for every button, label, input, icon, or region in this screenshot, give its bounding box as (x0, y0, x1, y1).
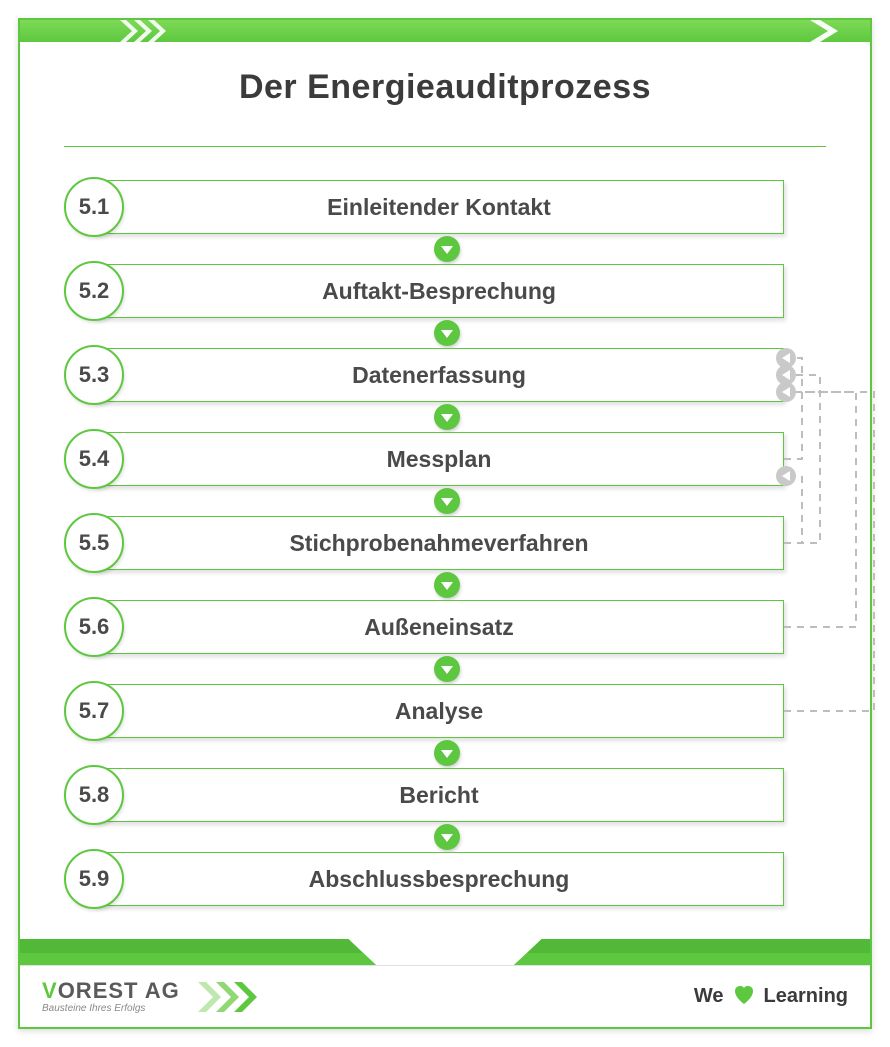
arrow-down-icon (434, 656, 460, 682)
step-label: Einleitender Kontakt (327, 194, 551, 221)
step-box: Datenerfassung (94, 348, 784, 402)
step-box: Einleitender Kontakt (94, 180, 784, 234)
arrow-down-icon (434, 404, 460, 430)
step-label: Abschlussbesprechung (309, 866, 570, 893)
heart-icon (732, 983, 756, 1011)
step-box: Abschlussbesprechung (94, 852, 784, 906)
step-label: Bericht (399, 782, 478, 809)
step-box: Messplan (94, 432, 784, 486)
step-label: Messplan (387, 446, 492, 473)
feedback-path (784, 476, 802, 543)
logo-tagline: Bausteine Ihres Erfolgs (42, 1004, 180, 1014)
step-number: 5.1 (64, 177, 124, 237)
logo-rest: OREST AG (58, 978, 180, 1003)
bottom-accent-banner (20, 931, 870, 967)
arrow-down-icon (434, 236, 460, 262)
tagline-learning: Learning (764, 985, 848, 1008)
top-accent-bar (20, 20, 870, 42)
step-box: Bericht (94, 768, 784, 822)
footer: VOREST AG Bausteine Ihres Erfolgs We Lea… (20, 965, 870, 1027)
content-frame: Der Energieauditprozess Einleitender Kon… (18, 18, 872, 1029)
step-box: Analyse (94, 684, 784, 738)
step-number: 5.9 (64, 849, 124, 909)
tagline-we: We (694, 985, 724, 1008)
step-number: 5.3 (64, 345, 124, 405)
step-box: Stichprobenahmeverfahren (94, 516, 784, 570)
arrow-down-icon (434, 488, 460, 514)
arrow-down-icon (434, 572, 460, 598)
step-number: 5.6 (64, 597, 124, 657)
step-box: Außeneinsatz (94, 600, 784, 654)
company-logo: VOREST AG Bausteine Ihres Erfolgs (42, 980, 180, 1014)
process-step: Messplan 5.4 (64, 432, 784, 486)
feedback-arrow-icon (776, 466, 796, 486)
step-number: 5.8 (64, 765, 124, 825)
arrow-down-icon (434, 824, 460, 850)
feedback-path (784, 392, 874, 711)
footer-tagline: We Learning (694, 983, 848, 1011)
step-number: 5.7 (64, 681, 124, 741)
process-step: Außeneinsatz 5.6 (64, 600, 784, 654)
step-number: 5.2 (64, 261, 124, 321)
step-number: 5.4 (64, 429, 124, 489)
feedback-loops (784, 180, 890, 940)
step-label: Außeneinsatz (364, 614, 514, 641)
title-divider (64, 146, 826, 147)
process-step: Auftakt-Besprechung 5.2 (64, 264, 784, 318)
process-step: Einleitender Kontakt 5.1 (64, 180, 784, 234)
logo-letter-v: V (42, 978, 58, 1003)
page-title: Der Energieauditprozess (20, 68, 870, 107)
arrow-down-icon (434, 320, 460, 346)
process-step: Stichprobenahmeverfahren 5.5 (64, 516, 784, 570)
title-area: Der Energieauditprozess (20, 68, 870, 107)
step-number: 5.5 (64, 513, 124, 573)
step-label: Analyse (395, 698, 483, 725)
step-box: Auftakt-Besprechung (94, 264, 784, 318)
top-chevron-right (810, 20, 850, 42)
feedback-arrow-icon (776, 382, 796, 402)
step-label: Auftakt-Besprechung (322, 278, 556, 305)
process-step: Bericht 5.8 (64, 768, 784, 822)
arrow-down-icon (434, 740, 460, 766)
footer-chevrons-icon (198, 982, 268, 1012)
step-label: Datenerfassung (352, 362, 526, 389)
process-step: Abschlussbesprechung 5.9 (64, 852, 784, 906)
process-step: Analyse 5.7 (64, 684, 784, 738)
process-step: Datenerfassung 5.3 (64, 348, 784, 402)
top-chevrons-left (120, 20, 190, 42)
step-label: Stichprobenahmeverfahren (289, 530, 588, 557)
